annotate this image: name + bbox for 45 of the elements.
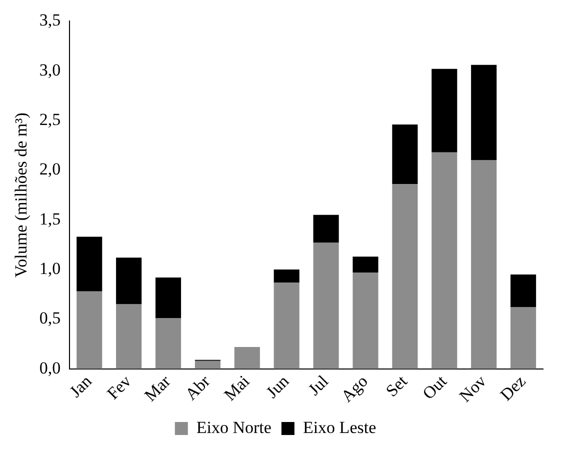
y-tick-label: 3,0 (39, 60, 61, 80)
x-tick-label: Jun (262, 371, 293, 402)
bar (76, 291, 102, 369)
bar (352, 256, 378, 273)
y-tick-label: 2,0 (39, 160, 61, 179)
legend-label: Eixo Leste (302, 418, 376, 437)
x-tick-label: Jul (304, 371, 332, 400)
y-tick-label: 0,5 (39, 308, 61, 328)
y-tick-label: 0,0 (39, 358, 61, 378)
x-tick-label: Mai (220, 371, 254, 404)
bar (155, 318, 182, 369)
bar (471, 64, 497, 160)
bar (313, 214, 339, 243)
bar (155, 277, 182, 318)
y-axis-title: Volume (milhões de m³) (12, 112, 31, 278)
x-tick-label: Out (418, 371, 451, 404)
bar (116, 258, 142, 304)
bar (234, 347, 260, 369)
bar (116, 304, 142, 369)
x-tick-label: Dez (496, 371, 530, 404)
y-tick-label: 3,5 (39, 10, 61, 30)
bar (510, 274, 536, 308)
bar (274, 270, 300, 282)
bar (352, 272, 378, 369)
x-tick-label: Set (382, 371, 412, 400)
bar (432, 68, 458, 152)
x-tick-label: Nov (456, 371, 490, 406)
bar (313, 242, 339, 369)
y-tick-label: 1,5 (39, 209, 61, 228)
x-tick-label: Ago (337, 372, 372, 406)
x-tick-label: Fev (103, 371, 136, 404)
y-tick-label: 2,5 (39, 110, 61, 130)
bar (76, 236, 102, 292)
x-tick-label: Mar (140, 371, 174, 406)
x-tick-label: Jan (66, 371, 96, 402)
legend-label: Eixo Norte (196, 418, 272, 437)
bar (274, 282, 300, 369)
bar (432, 152, 458, 369)
y-tick-label: 1,0 (39, 259, 61, 278)
x-tick-label: Abr (182, 371, 214, 404)
bar (510, 307, 536, 369)
bar (392, 124, 418, 184)
bar (471, 160, 497, 369)
bar (392, 184, 418, 369)
bar (194, 360, 220, 369)
